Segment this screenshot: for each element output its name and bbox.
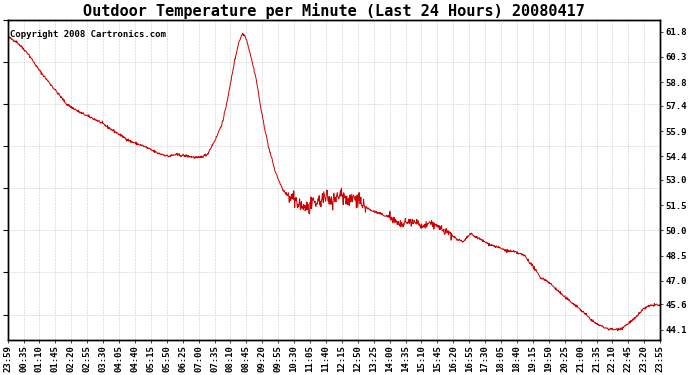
Text: Copyright 2008 Cartronics.com: Copyright 2008 Cartronics.com: [10, 30, 166, 39]
Title: Outdoor Temperature per Minute (Last 24 Hours) 20080417: Outdoor Temperature per Minute (Last 24 …: [83, 3, 585, 19]
